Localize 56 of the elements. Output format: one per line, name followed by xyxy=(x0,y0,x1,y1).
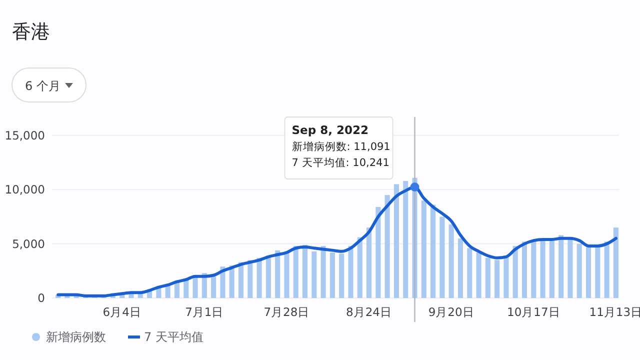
bar xyxy=(275,250,280,298)
bar xyxy=(504,256,509,298)
x-tick-label: 10月17日 xyxy=(507,305,560,319)
annotation: 7 天平均值: 10,241 xyxy=(292,157,390,169)
bar xyxy=(576,244,582,298)
bar xyxy=(604,242,610,298)
bar xyxy=(320,246,326,298)
bar xyxy=(376,206,381,298)
y-tick-label: 10,000 xyxy=(4,182,45,197)
bar xyxy=(312,251,317,298)
annotation: Sep 8, 2022 xyxy=(292,123,368,137)
y-tick-label: 0 xyxy=(38,291,45,305)
bar xyxy=(211,276,216,298)
y-tick-label: 5,000 xyxy=(12,236,45,251)
bar xyxy=(394,184,399,298)
bar xyxy=(531,240,536,298)
bar xyxy=(403,180,408,298)
bar xyxy=(330,252,335,298)
bar xyxy=(384,195,390,298)
bar xyxy=(476,252,482,298)
bar xyxy=(549,239,554,298)
bar xyxy=(440,216,445,298)
annotation: 新增病例数: 11,091 xyxy=(292,140,390,153)
bar xyxy=(421,200,426,298)
dropdown-button: 6 个月 xyxy=(12,68,86,102)
bar xyxy=(467,248,472,298)
bar xyxy=(494,260,500,298)
chart-title: 香港 xyxy=(12,21,50,43)
bar xyxy=(302,244,308,298)
bar xyxy=(366,228,372,298)
bar xyxy=(512,246,518,298)
x-tick-label: 8月24日 xyxy=(346,305,392,319)
x-tick-label: 6月4日 xyxy=(102,305,142,319)
bar xyxy=(357,237,362,298)
bar xyxy=(558,235,564,298)
bar xyxy=(458,238,463,298)
bar xyxy=(339,254,344,298)
bar xyxy=(613,228,618,298)
bar xyxy=(293,246,298,298)
bar xyxy=(238,262,244,298)
bar xyxy=(256,258,262,298)
bar xyxy=(266,256,271,298)
legend-label: 7 天平均值 xyxy=(144,330,204,344)
x-tick-label: 7月1日 xyxy=(185,305,224,319)
x-tick-label: 9月20日 xyxy=(428,305,474,319)
bar xyxy=(348,246,354,298)
bar xyxy=(448,224,454,298)
bar xyxy=(522,242,528,298)
legend-label: 新增病例数 xyxy=(46,330,106,344)
y-tick-label: 15,000 xyxy=(4,128,45,142)
bar xyxy=(485,258,490,298)
x-tick-label: 7月28日 xyxy=(264,305,310,319)
bar xyxy=(586,247,592,298)
bar xyxy=(248,260,253,298)
bar xyxy=(284,251,290,298)
bar xyxy=(430,204,436,298)
